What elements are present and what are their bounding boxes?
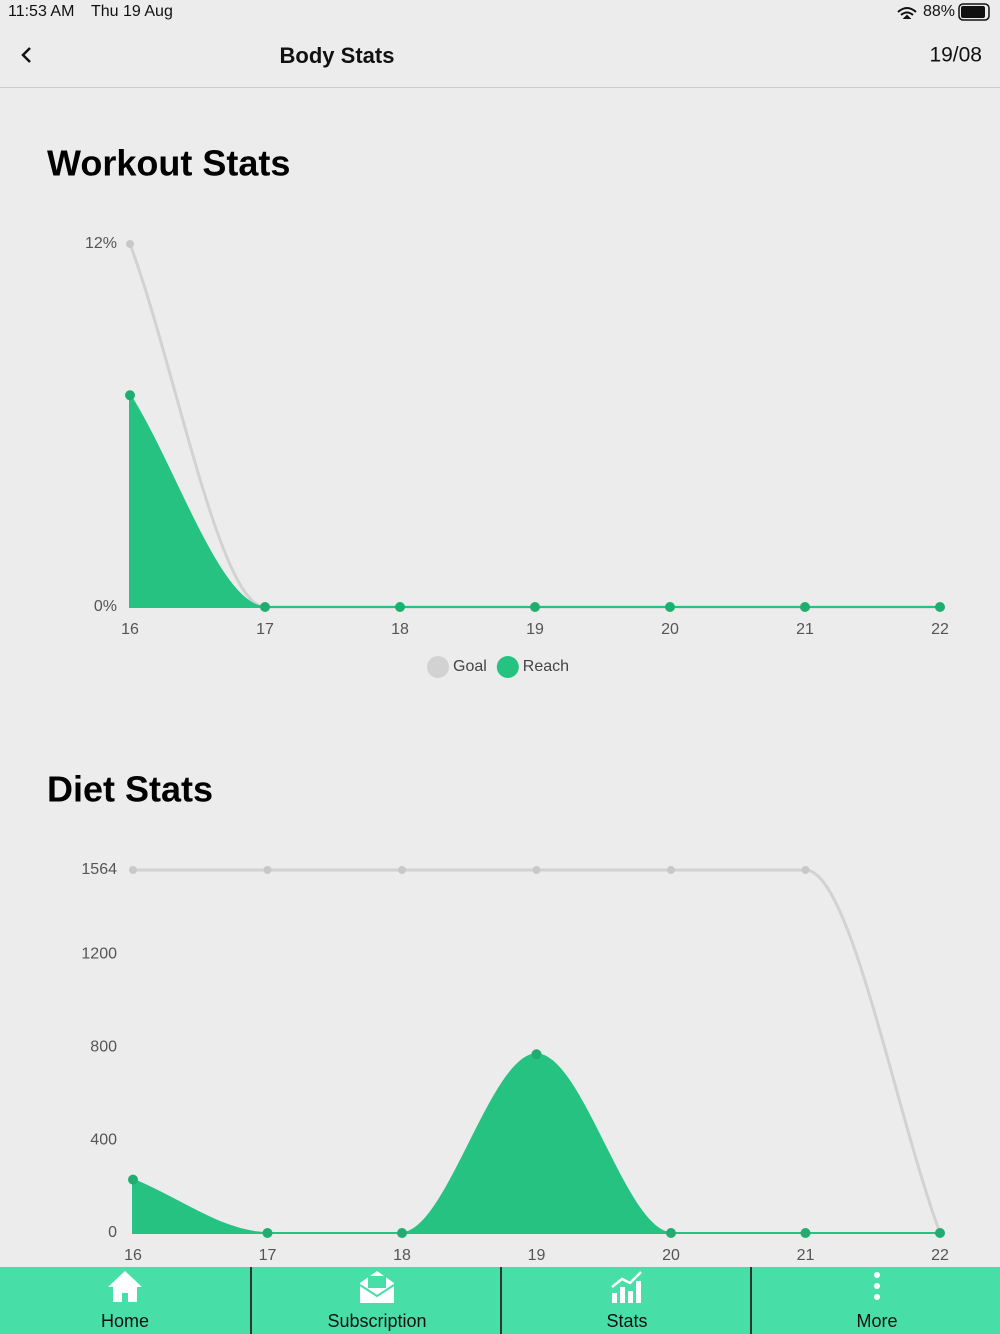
point [801, 866, 810, 874]
tab-stats[interactable]: Stats [500, 1267, 752, 1334]
y-tick-label: 0 [108, 1224, 117, 1241]
point [260, 602, 270, 612]
x-tick-label: 16 [124, 1247, 142, 1264]
point [397, 1228, 407, 1238]
chart-title: Workout Stats [47, 143, 290, 184]
home-icon [108, 1271, 142, 1302]
x-tick-label: 18 [393, 1247, 411, 1264]
y-tick-label: 0% [94, 598, 117, 615]
point [665, 602, 675, 612]
y-tick-label: 800 [90, 1039, 117, 1056]
point [667, 866, 675, 874]
area [132, 1053, 940, 1235]
x-tick-label: 20 [662, 1247, 680, 1264]
y-tick-label: 1200 [81, 946, 117, 963]
y-tick-label: 12% [85, 235, 117, 252]
line [128, 243, 940, 609]
x-tick-label: 19 [526, 621, 544, 638]
legend-swatch [496, 656, 519, 678]
x-tick-label: 21 [797, 1247, 815, 1264]
legend-label: Goal [453, 658, 487, 675]
legend-label: Reach [523, 658, 569, 675]
tab-label: Subscription [327, 1311, 427, 1331]
point [125, 390, 135, 401]
point [935, 1228, 945, 1238]
x-tick-label: 17 [259, 1247, 277, 1264]
tab-subscription[interactable]: Subscription [250, 1267, 502, 1334]
screen: 11:53 AM Thu 19 Aug 88% Body Stats 19/08… [0, 3, 1000, 1264]
wifi-icon [897, 7, 917, 19]
more-icon [874, 1272, 880, 1300]
stats-icon [611, 1271, 642, 1303]
point [666, 1228, 676, 1238]
x-tick-label: 18 [391, 621, 409, 638]
point [126, 240, 134, 248]
point [262, 1228, 273, 1238]
point [530, 602, 540, 612]
status-date: Thu 19 Aug [91, 3, 173, 20]
y-tick-label: 1564 [81, 861, 117, 878]
area [129, 391, 940, 609]
point [128, 1174, 138, 1185]
x-tick-label: 19 [528, 1247, 546, 1264]
status-battery: 88% [923, 3, 955, 20]
subscription-icon [359, 1271, 395, 1303]
point [800, 602, 810, 612]
x-tick-label: 22 [931, 621, 949, 638]
x-tick-label: 17 [256, 621, 274, 638]
battery-level [961, 6, 985, 18]
point [129, 866, 137, 874]
point [532, 866, 541, 874]
tab-label: More [856, 1311, 898, 1331]
tab-bar: Home Subscription Stats More [0, 1267, 1000, 1334]
tab-home[interactable]: Home [0, 1267, 250, 1334]
tab-label: Home [100, 1311, 149, 1331]
x-tick-label: 20 [661, 621, 679, 638]
point [935, 602, 945, 612]
tab-label: Stats [606, 1311, 648, 1331]
point [531, 1049, 542, 1060]
x-tick-label: 21 [796, 621, 814, 638]
legend-swatch [427, 656, 449, 678]
status-time: 11:53 AM [8, 3, 74, 20]
point [263, 866, 272, 874]
back-button[interactable] [21, 47, 31, 63]
battery-icon [958, 3, 990, 21]
point [800, 1228, 811, 1238]
nav-title: Body Stats [280, 43, 395, 68]
line [133, 868, 942, 1234]
chart-title: Diet Stats [47, 769, 213, 810]
x-tick-label: 16 [121, 621, 139, 638]
point [395, 602, 405, 612]
y-tick-label: 400 [90, 1131, 117, 1148]
tab-more[interactable]: More [750, 1267, 1000, 1334]
nav-date: 19/08 [929, 44, 982, 67]
x-tick-label: 22 [931, 1247, 949, 1264]
point [398, 866, 406, 874]
